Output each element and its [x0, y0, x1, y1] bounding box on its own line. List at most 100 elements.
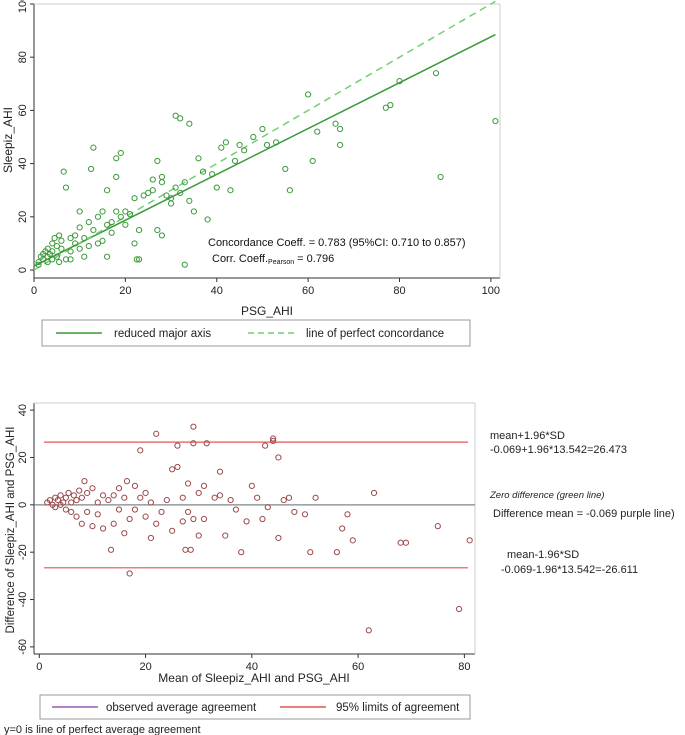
data-point: [232, 506, 240, 513]
y-tick-label: 0: [17, 502, 29, 508]
data-point: [153, 430, 160, 437]
data-point: [167, 200, 175, 207]
data-point: [131, 482, 139, 489]
data-point: [73, 513, 80, 520]
data-point: [200, 515, 208, 523]
data-point: [174, 463, 181, 471]
data-point: [396, 78, 403, 85]
data-point: [163, 192, 170, 199]
data-point: [158, 179, 166, 186]
data-point: [78, 494, 85, 501]
y-tick-label: 60: [17, 104, 29, 116]
x-tick-label: 40: [246, 661, 258, 673]
legend-label-limits-of-agreement: 95% limits of agreement: [336, 702, 460, 714]
data-point: [103, 187, 111, 194]
data-point: [57, 492, 64, 499]
data-point: [60, 168, 67, 175]
bland-altman-chart: 0 20 40 60 80 -60 -40 -20 0 20 40 Mean of Sleepiz_…: [4, 402, 476, 735]
data-point: [209, 171, 216, 178]
data-point: [222, 139, 229, 146]
data-point: [53, 242, 60, 250]
chart1-y-label: Sleepiz_AHI: [1, 107, 15, 173]
data-point: [227, 496, 234, 504]
data-point: [179, 518, 186, 525]
data-point: [301, 511, 309, 518]
data-point: [149, 176, 156, 183]
data-point: [72, 240, 79, 247]
data-point: [70, 492, 77, 499]
data-point: [282, 165, 289, 173]
data-point: [76, 487, 83, 494]
data-point: [126, 211, 134, 218]
data-point: [291, 508, 298, 516]
data-point: [126, 515, 133, 523]
data-point: [49, 256, 56, 263]
data-point: [133, 256, 140, 263]
data-point: [186, 197, 193, 204]
data-point: [90, 144, 97, 151]
data-point: [76, 208, 83, 215]
data-point: [336, 125, 344, 133]
data-point: [181, 179, 188, 186]
y-tick-label: 0: [17, 267, 29, 273]
data-point: [339, 525, 346, 532]
data-point: [142, 489, 149, 497]
x-tick-label: 0: [36, 661, 42, 673]
data-point: [213, 184, 220, 191]
data-point: [172, 184, 179, 191]
data-point: [262, 442, 269, 449]
x-tick-label: 20: [119, 285, 131, 297]
data-point: [263, 141, 271, 149]
data-point: [182, 546, 189, 553]
x-tick-label: 60: [302, 285, 314, 297]
data-point: [67, 234, 74, 242]
y-tick-label: -40: [17, 592, 29, 608]
y-tick-label: 100: [17, 0, 29, 13]
data-point: [68, 508, 75, 516]
data-point: [99, 492, 107, 499]
data-point: [254, 494, 261, 501]
data-point: [275, 454, 282, 461]
data-point: [190, 440, 197, 447]
data-point: [122, 221, 129, 228]
data-point: [402, 539, 410, 546]
perfect-concordance-line: [33, 0, 496, 271]
data-point: [437, 173, 444, 181]
lower-limit-title: mean-1.96*SD: [507, 549, 580, 561]
data-point: [231, 157, 239, 165]
y-tick-label: 20: [17, 211, 29, 223]
data-point: [49, 240, 56, 247]
data-point: [236, 141, 243, 149]
reduced-major-axis-line: [33, 33, 496, 267]
data-point: [113, 155, 120, 162]
data-point: [107, 546, 115, 553]
data-point: [250, 133, 257, 141]
data-point: [58, 245, 65, 252]
data-point: [117, 149, 124, 157]
data-point: [238, 549, 245, 556]
data-point: [177, 189, 184, 196]
data-point: [78, 520, 85, 527]
data-point: [135, 256, 143, 263]
data-point: [81, 478, 88, 485]
x-tick-label: 80: [393, 285, 405, 297]
data-point: [169, 527, 176, 534]
legend-label-perfect-concordance: line of perfect concordance: [306, 328, 444, 340]
data-point: [94, 213, 102, 220]
data-point: [62, 256, 70, 263]
data-point: [179, 494, 186, 501]
data-point: [51, 234, 58, 242]
data-point: [131, 506, 139, 513]
data-point: [76, 245, 83, 252]
data-point: [67, 256, 74, 263]
data-point: [153, 520, 160, 527]
data-point: [382, 104, 389, 111]
data-point: [121, 530, 128, 537]
data-point: [241, 147, 248, 154]
data-point: [169, 466, 176, 473]
x-tick-label: 0: [31, 285, 37, 297]
lower-limit-formula: -0.069-1.96*13.542=-26.611: [501, 564, 639, 576]
data-point: [62, 184, 70, 191]
data-point: [187, 546, 194, 553]
data-point: [344, 511, 351, 518]
